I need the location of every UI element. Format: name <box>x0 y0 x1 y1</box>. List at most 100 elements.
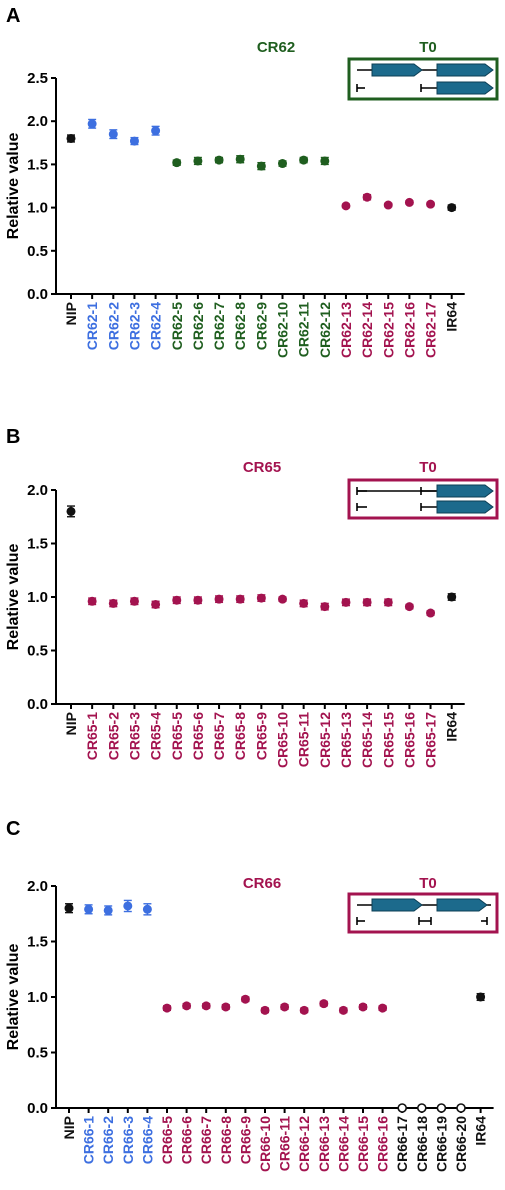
x-tick-label: CR65-13 <box>338 712 354 768</box>
data-point <box>151 599 161 609</box>
x-tick-label: CR62-1 <box>84 302 100 350</box>
data-point <box>436 1103 447 1113</box>
data-point <box>235 594 245 604</box>
x-tick-label: CR66-8 <box>218 1116 234 1164</box>
data-point <box>338 1005 348 1015</box>
x-tick-label: CR66-1 <box>81 1116 97 1164</box>
data-point <box>235 154 245 164</box>
data-point <box>358 1002 368 1012</box>
data-point <box>182 1001 192 1011</box>
y-tick-label: 1.5 <box>27 536 48 553</box>
generation-label: T0 <box>419 875 437 892</box>
x-tick-label: CR62-11 <box>296 302 312 357</box>
data-point <box>142 904 152 914</box>
panel-title: CR62 <box>257 39 295 56</box>
data-point <box>383 200 393 210</box>
panel-letter: C <box>6 818 20 840</box>
data-point <box>103 905 113 915</box>
data-point <box>129 136 139 146</box>
x-tick-label: CR66-19 <box>433 1116 449 1172</box>
x-tick-label: CR66-9 <box>237 1116 253 1164</box>
x-tick-label: CR65-3 <box>126 712 142 760</box>
x-tick-label: CR62-15 <box>380 302 396 358</box>
x-tick-label: CR66-7 <box>198 1116 214 1164</box>
x-tick-label: CR62-17 <box>423 302 439 358</box>
gene-block <box>436 81 494 95</box>
y-tick-label: 2.5 <box>27 70 48 87</box>
y-tick-label: 0.0 <box>27 696 48 713</box>
x-tick-label: CR66-18 <box>414 1116 430 1172</box>
x-tick-label: CR65-4 <box>148 712 164 760</box>
x-tick-label: CR65-16 <box>401 712 417 768</box>
data-point <box>214 155 224 165</box>
x-tick-label: CR65-10 <box>275 712 291 768</box>
y-tick-label: 0.5 <box>27 1045 48 1062</box>
x-tick-label: IR64 <box>473 1116 489 1146</box>
data-point <box>172 158 182 168</box>
x-tick-label: NIP <box>63 712 79 735</box>
x-tick-label: CR66-2 <box>100 1116 116 1164</box>
data-point <box>129 596 139 606</box>
y-tick-label: 1.0 <box>27 989 48 1006</box>
x-tick-label: CR66-16 <box>375 1116 391 1172</box>
x-tick-label: CR66-14 <box>335 1116 351 1172</box>
x-tick-label: CR65-9 <box>253 712 269 760</box>
data-point <box>362 192 372 202</box>
data-point <box>260 1005 270 1015</box>
x-tick-label: CR62-10 <box>275 302 291 358</box>
x-tick-label: CR62-7 <box>211 302 227 350</box>
gene-block <box>371 63 423 77</box>
data-point <box>447 203 457 213</box>
generation-label: T0 <box>419 459 437 476</box>
y-tick-label: 0.0 <box>27 286 48 303</box>
data-point <box>256 593 266 603</box>
y-tick-label: 0.5 <box>27 643 48 660</box>
x-tick-label: CR62-8 <box>232 302 248 350</box>
x-tick-label: CR66-4 <box>139 1116 155 1164</box>
data-point <box>476 992 486 1002</box>
x-tick-label: CR65-1 <box>84 712 100 760</box>
x-tick-label: CR62-12 <box>317 302 333 358</box>
data-point <box>193 156 203 166</box>
data-point <box>404 602 414 612</box>
data-point <box>299 598 309 608</box>
x-tick-label: CR62-6 <box>190 302 206 350</box>
x-tick-label: CR65-2 <box>105 712 121 760</box>
gene-block <box>436 898 488 912</box>
x-tick-label: CR65-6 <box>190 712 206 760</box>
data-point <box>108 598 118 608</box>
y-axis-label: Relative value <box>5 544 22 651</box>
x-tick-label: NIP <box>61 1116 77 1139</box>
panel-b: B CR65 T0 0.0 0.5 1.0 1.5 2.0 Relative value NIP C… <box>5 426 499 768</box>
data-point <box>341 201 351 211</box>
data-point <box>193 595 203 605</box>
data-point <box>278 594 287 604</box>
x-tick-label: CR66-20 <box>453 1116 469 1172</box>
x-tick-label: CR62-13 <box>338 302 354 358</box>
x-tick-label: CR66-11 <box>277 1116 293 1171</box>
x-tick-label: CR66-3 <box>120 1116 136 1164</box>
data-point <box>378 1003 388 1013</box>
data-point <box>397 1103 408 1113</box>
x-tick-label: CR62-3 <box>126 302 142 350</box>
gene-block <box>436 63 494 77</box>
y-tick-label: 2.0 <box>27 482 48 499</box>
data-point <box>456 1103 466 1113</box>
data-point <box>87 596 97 606</box>
data-point <box>87 119 97 129</box>
x-tick-label: CR62-14 <box>359 302 375 358</box>
data-point <box>214 594 224 604</box>
x-tick-label: NIP <box>63 302 79 325</box>
x-tick-label: CR65-12 <box>317 712 333 768</box>
x-tick-label: CR66-5 <box>159 1116 175 1164</box>
data-point <box>447 592 457 602</box>
data-point <box>319 999 329 1009</box>
panel-title: CR65 <box>243 459 281 476</box>
data-point <box>383 597 393 607</box>
panel-letter: A <box>6 5 20 27</box>
data-point <box>66 133 76 143</box>
y-tick-label: 1.0 <box>27 200 48 217</box>
x-tick-label: CR66-13 <box>316 1116 332 1172</box>
data-point <box>362 597 372 607</box>
x-tick-label: CR66-15 <box>355 1116 371 1172</box>
